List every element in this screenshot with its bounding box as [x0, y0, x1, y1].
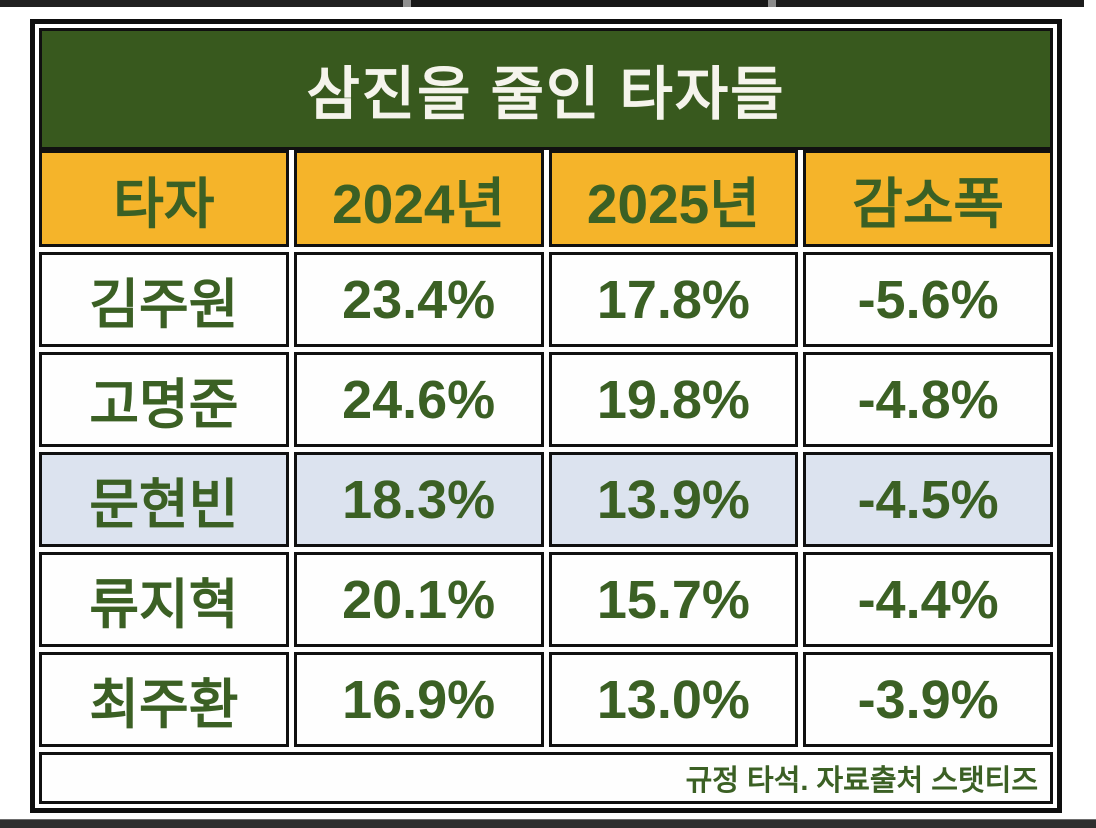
delta-value: -5.6% [857, 269, 999, 330]
bottom-crop-artifact [0, 819, 1096, 828]
delta-value: -4.5% [857, 469, 999, 530]
value-2025-cell: 13.9% [548, 452, 799, 547]
value-2025: 15.7% [596, 569, 750, 630]
value-2025-cell: 13.0% [548, 652, 799, 747]
batter-name: 최주환 [89, 675, 239, 735]
batter-name-cell: 최주환 [39, 652, 289, 747]
delta-value: -4.4% [857, 569, 999, 630]
header-label: 2025년 [586, 172, 760, 235]
value-2025-cell: 19.8% [548, 352, 799, 447]
header-label: 감소폭 [852, 172, 1005, 235]
header-label: 2024년 [332, 172, 506, 235]
table-title-bar: 삼진을 줄인 타자들 [39, 28, 1053, 150]
table-title: 삼진을 줄인 타자들 [306, 62, 786, 127]
table-header-row: 타자 2024년 2025년 감소폭 [39, 150, 1053, 247]
table-row-highlighted: 문현빈 18.3% 13.9% -4.5% [39, 452, 1053, 547]
delta-value: -4.8% [857, 369, 999, 430]
table-row: 고명준 24.6% 19.8% -4.8% [39, 352, 1053, 447]
delta-cell: -4.4% [803, 552, 1053, 647]
header-cell-2025: 2025년 [548, 150, 799, 247]
table-row: 최주환 16.9% 13.0% -3.9% [39, 652, 1053, 747]
table-row: 류지혁 20.1% 15.7% -4.4% [39, 552, 1053, 647]
source-note: 규정 타석. 자료출처 스탯티즈 [685, 765, 1038, 797]
batter-name-cell: 고명준 [39, 352, 289, 447]
table-footnote-bar: 규정 타석. 자료출처 스탯티즈 [39, 752, 1053, 804]
batter-name: 고명준 [89, 375, 239, 435]
header-cell-batter: 타자 [39, 150, 289, 247]
value-2025-cell: 17.8% [548, 252, 799, 347]
batter-name: 김주원 [89, 275, 239, 335]
batter-name: 류지혁 [89, 575, 239, 635]
value-2024: 24.6% [342, 369, 496, 430]
delta-cell: -5.6% [803, 252, 1053, 347]
header-cell-decrease: 감소폭 [803, 150, 1053, 247]
delta-cell: -4.5% [803, 452, 1053, 547]
value-2024-cell: 24.6% [293, 352, 544, 447]
value-2025: 13.0% [596, 669, 750, 730]
value-2024: 16.9% [342, 669, 496, 730]
value-2024-cell: 20.1% [293, 552, 544, 647]
value-2025: 19.8% [596, 369, 750, 430]
strikeout-reduction-table: 삼진을 줄인 타자들 타자 2024년 2025년 감소폭 김주원 23.4% [30, 19, 1062, 813]
value-2025: 13.9% [596, 469, 750, 530]
top-crop-artifact [0, 0, 1084, 7]
value-2024-cell: 16.9% [293, 652, 544, 747]
delta-value: -3.9% [857, 669, 999, 730]
batter-name-cell: 문현빈 [39, 452, 289, 547]
delta-cell: -3.9% [803, 652, 1053, 747]
header-label: 타자 [113, 172, 215, 235]
table-row: 김주원 23.4% 17.8% -5.6% [39, 252, 1053, 347]
value-2024: 18.3% [342, 469, 496, 530]
value-2024-cell: 18.3% [293, 452, 544, 547]
value-2024: 23.4% [342, 269, 496, 330]
value-2024: 20.1% [342, 569, 496, 630]
batter-name-cell: 류지혁 [39, 552, 289, 647]
header-cell-2024: 2024년 [293, 150, 544, 247]
delta-cell: -4.8% [803, 352, 1053, 447]
value-2024-cell: 23.4% [293, 252, 544, 347]
value-2025-cell: 15.7% [548, 552, 799, 647]
batter-name-cell: 김주원 [39, 252, 289, 347]
batter-name: 문현빈 [89, 475, 239, 535]
value-2025: 17.8% [596, 269, 750, 330]
